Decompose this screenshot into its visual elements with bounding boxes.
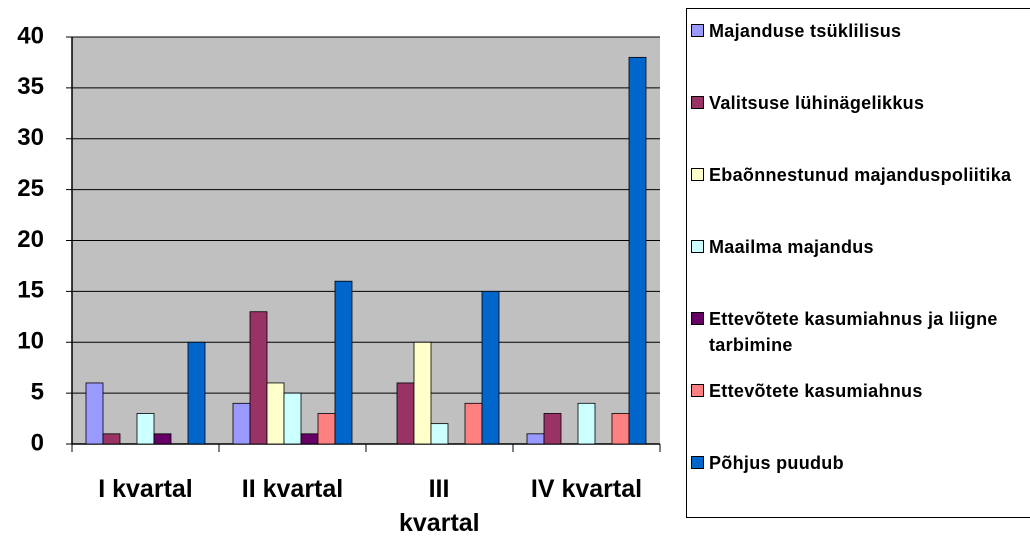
x-tick-label: IV kvartal: [530, 475, 643, 503]
bar: [232, 402, 251, 445]
y-tick-label: 0: [31, 429, 44, 456]
x-tick-label: III kvartal: [399, 475, 480, 537]
legend-swatch: [691, 384, 704, 397]
legend-swatch: [691, 312, 704, 325]
bar: [334, 280, 353, 445]
y-tick-label: 10: [17, 328, 44, 355]
bar: [526, 433, 545, 445]
y-tick-label: 40: [17, 22, 44, 49]
legend-label: Põhjus puudub: [709, 453, 844, 473]
legend-item: Valitsuse lühinägelikkus: [691, 90, 1029, 116]
legend-label: Majanduse tsüklilisus: [709, 21, 902, 41]
bar: [300, 433, 319, 445]
bar: [102, 433, 121, 445]
legend-label: Ettevõtete kasumiahnus ja liigne tarbimi…: [709, 309, 998, 355]
bar: [85, 382, 104, 445]
legend-label: Ebaõnnestunud majanduspoliitika: [709, 165, 1012, 185]
bar: [464, 402, 483, 445]
bar: [577, 402, 596, 445]
legend-item: Ebaõnnestunud majanduspoliitika: [691, 162, 1029, 188]
legend-swatch: [691, 240, 704, 253]
legend: Majanduse tsüklilisus Valitsuse lühinägel…: [686, 8, 1030, 518]
legend-item: Põhjus puudub: [691, 450, 1029, 476]
bar: [266, 382, 285, 445]
x-tick-label: I kvartal: [98, 475, 193, 503]
bar: [317, 413, 336, 445]
legend-swatch: [691, 24, 704, 37]
legend-swatch: [691, 96, 704, 109]
legend-swatch: [691, 168, 704, 181]
bar: [481, 290, 500, 445]
x-tick-label: II kvartal: [241, 475, 344, 503]
bar: [430, 423, 449, 445]
legend-item: Maailma majandus: [691, 234, 1029, 260]
y-tick-label: 25: [17, 175, 44, 202]
legend-label: Valitsuse lühinägelikkus: [709, 93, 925, 113]
y-tick-label: 20: [17, 226, 44, 253]
legend-item: Ettevõtete kasumiahnus: [691, 378, 1029, 404]
y-tick-label: 15: [17, 277, 44, 304]
bar: [543, 413, 562, 445]
bar: [611, 413, 630, 445]
legend-item: Ettevõtete kasumiahnus ja liigne tarbimi…: [691, 306, 1029, 358]
bar: [153, 433, 172, 445]
bar: [136, 413, 155, 445]
legend-label: Maailma majandus: [709, 237, 874, 257]
legend-label: Ettevõtete kasumiahnus: [709, 381, 923, 401]
bar: [413, 341, 432, 445]
y-tick-label: 5: [31, 378, 44, 405]
legend-item: Majanduse tsüklilisus: [691, 18, 1029, 44]
bar: [187, 341, 206, 445]
y-tick-label: 35: [17, 73, 44, 100]
bar: [628, 56, 647, 445]
bar: [396, 382, 415, 445]
bar: [283, 392, 302, 445]
y-tick-label: 30: [17, 124, 44, 151]
bar: [249, 311, 268, 445]
legend-swatch: [691, 456, 704, 469]
